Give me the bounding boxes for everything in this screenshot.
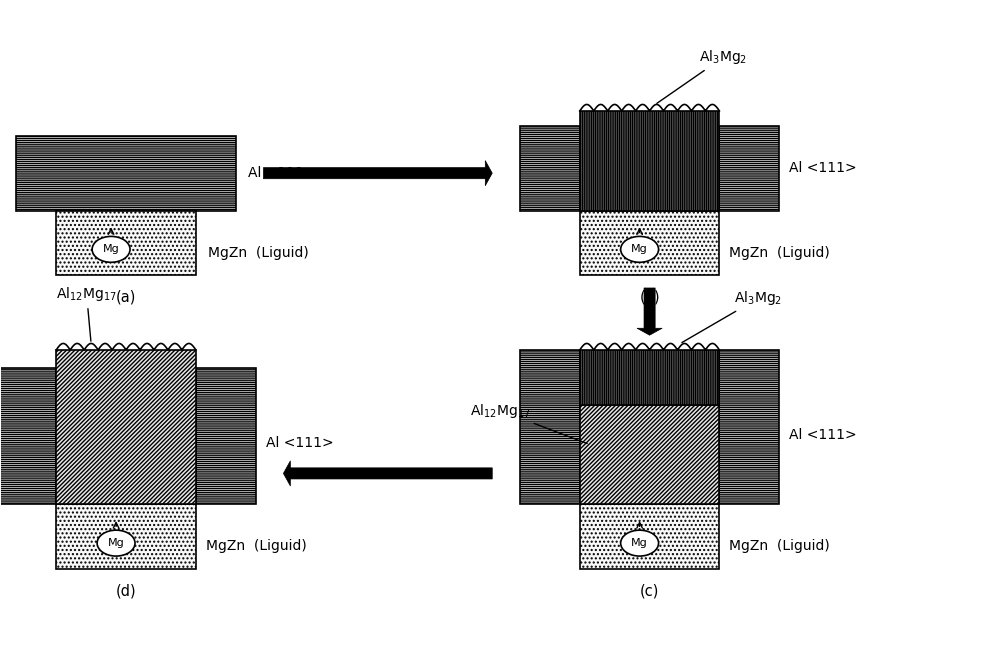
Bar bbox=[56, 211, 196, 275]
Ellipse shape bbox=[621, 236, 659, 262]
Text: Al$_3$Mg$_2$: Al$_3$Mg$_2$ bbox=[682, 289, 783, 342]
Text: MgZn  (Liguid): MgZn (Liguid) bbox=[729, 245, 830, 259]
Bar bbox=[520, 126, 580, 211]
Text: MgZn  (Liguid): MgZn (Liguid) bbox=[208, 245, 309, 259]
Bar bbox=[0, 368, 56, 504]
Text: (b): (b) bbox=[639, 290, 660, 305]
Text: Al <111>: Al <111> bbox=[789, 161, 857, 175]
Text: MgZn  (Liguid): MgZn (Liguid) bbox=[729, 539, 830, 553]
Text: Mg: Mg bbox=[103, 244, 119, 254]
Bar bbox=[196, 368, 256, 504]
Text: Mg: Mg bbox=[631, 244, 648, 254]
Bar bbox=[580, 350, 719, 405]
Text: Al <111>: Al <111> bbox=[266, 436, 333, 450]
Ellipse shape bbox=[621, 530, 659, 556]
Bar bbox=[56, 504, 196, 569]
Text: Mg: Mg bbox=[631, 538, 648, 548]
Text: Al <111>: Al <111> bbox=[789, 428, 857, 442]
Bar bbox=[580, 504, 719, 569]
Bar bbox=[580, 111, 719, 211]
Bar bbox=[520, 350, 580, 504]
Bar bbox=[719, 126, 779, 211]
Text: Mg: Mg bbox=[108, 538, 124, 548]
Text: Al$_{12}$Mg$_{17}$: Al$_{12}$Mg$_{17}$ bbox=[470, 402, 587, 444]
Text: MgZn  (Liguid): MgZn (Liguid) bbox=[206, 539, 307, 553]
Bar bbox=[16, 136, 236, 211]
Text: (a): (a) bbox=[116, 290, 136, 305]
Text: (d): (d) bbox=[116, 583, 136, 598]
Text: (c): (c) bbox=[640, 583, 659, 598]
Text: Al$_3$Mg$_2$: Al$_3$Mg$_2$ bbox=[657, 48, 748, 103]
Text: Al$_{12}$Mg$_{17}$: Al$_{12}$Mg$_{17}$ bbox=[56, 285, 117, 341]
Ellipse shape bbox=[92, 236, 130, 262]
Bar bbox=[719, 350, 779, 504]
Text: Al <111>: Al <111> bbox=[248, 166, 315, 180]
Bar bbox=[56, 350, 196, 504]
Bar bbox=[580, 405, 719, 504]
Bar bbox=[580, 211, 719, 275]
Ellipse shape bbox=[97, 530, 135, 556]
